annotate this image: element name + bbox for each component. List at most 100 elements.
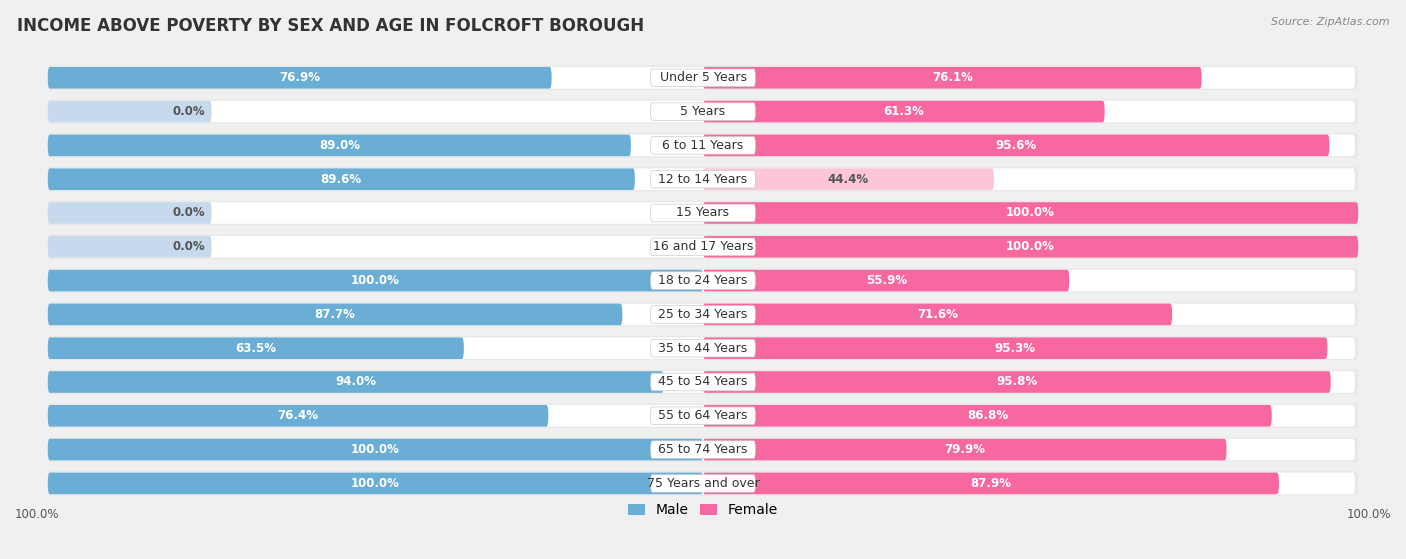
Text: 16 and 17 Years: 16 and 17 Years bbox=[652, 240, 754, 253]
FancyBboxPatch shape bbox=[51, 304, 1355, 325]
Text: 0.0%: 0.0% bbox=[173, 206, 205, 220]
FancyBboxPatch shape bbox=[651, 170, 755, 188]
FancyBboxPatch shape bbox=[651, 204, 755, 222]
Text: 100.0%: 100.0% bbox=[352, 477, 399, 490]
FancyBboxPatch shape bbox=[651, 272, 755, 290]
FancyBboxPatch shape bbox=[703, 202, 1358, 224]
FancyBboxPatch shape bbox=[48, 304, 623, 325]
FancyBboxPatch shape bbox=[48, 439, 703, 461]
FancyBboxPatch shape bbox=[651, 103, 755, 120]
Text: 75 Years and over: 75 Years and over bbox=[647, 477, 759, 490]
FancyBboxPatch shape bbox=[48, 67, 551, 89]
Text: 6 to 11 Years: 6 to 11 Years bbox=[662, 139, 744, 152]
FancyBboxPatch shape bbox=[48, 438, 1358, 462]
Text: 55 to 64 Years: 55 to 64 Years bbox=[658, 409, 748, 422]
FancyBboxPatch shape bbox=[48, 405, 548, 427]
Text: 25 to 34 Years: 25 to 34 Years bbox=[658, 308, 748, 321]
Text: 63.5%: 63.5% bbox=[235, 342, 277, 355]
FancyBboxPatch shape bbox=[48, 268, 1358, 293]
FancyBboxPatch shape bbox=[651, 306, 755, 323]
FancyBboxPatch shape bbox=[51, 270, 1355, 291]
FancyBboxPatch shape bbox=[48, 471, 1358, 496]
Text: 87.7%: 87.7% bbox=[315, 308, 356, 321]
Text: Under 5 Years: Under 5 Years bbox=[659, 72, 747, 84]
FancyBboxPatch shape bbox=[51, 135, 1355, 156]
Text: 71.6%: 71.6% bbox=[917, 308, 957, 321]
FancyBboxPatch shape bbox=[48, 472, 703, 494]
Text: 94.0%: 94.0% bbox=[335, 376, 377, 389]
Legend: Male, Female: Male, Female bbox=[623, 498, 783, 523]
FancyBboxPatch shape bbox=[703, 472, 1279, 494]
FancyBboxPatch shape bbox=[703, 270, 1070, 291]
FancyBboxPatch shape bbox=[48, 236, 211, 258]
Text: 55.9%: 55.9% bbox=[866, 274, 907, 287]
Text: 0.0%: 0.0% bbox=[173, 240, 205, 253]
Text: 100.0%: 100.0% bbox=[352, 443, 399, 456]
FancyBboxPatch shape bbox=[48, 235, 1358, 259]
FancyBboxPatch shape bbox=[51, 101, 1355, 122]
Text: 18 to 24 Years: 18 to 24 Years bbox=[658, 274, 748, 287]
FancyBboxPatch shape bbox=[48, 371, 664, 393]
Text: 61.3%: 61.3% bbox=[883, 105, 924, 118]
FancyBboxPatch shape bbox=[651, 69, 755, 87]
FancyBboxPatch shape bbox=[703, 168, 994, 190]
FancyBboxPatch shape bbox=[48, 133, 1358, 158]
FancyBboxPatch shape bbox=[651, 136, 755, 154]
FancyBboxPatch shape bbox=[703, 67, 1202, 89]
Text: 89.6%: 89.6% bbox=[321, 173, 361, 186]
FancyBboxPatch shape bbox=[48, 336, 1358, 361]
Text: 79.9%: 79.9% bbox=[945, 443, 986, 456]
FancyBboxPatch shape bbox=[51, 67, 1355, 89]
FancyBboxPatch shape bbox=[651, 339, 755, 357]
Text: 100.0%: 100.0% bbox=[1007, 206, 1054, 220]
Text: 44.4%: 44.4% bbox=[828, 173, 869, 186]
FancyBboxPatch shape bbox=[51, 439, 1355, 461]
Text: 95.3%: 95.3% bbox=[994, 342, 1036, 355]
Text: 0.0%: 0.0% bbox=[173, 105, 205, 118]
FancyBboxPatch shape bbox=[48, 270, 703, 291]
FancyBboxPatch shape bbox=[51, 405, 1355, 427]
FancyBboxPatch shape bbox=[51, 338, 1355, 359]
FancyBboxPatch shape bbox=[703, 135, 1330, 156]
Text: INCOME ABOVE POVERTY BY SEX AND AGE IN FOLCROFT BOROUGH: INCOME ABOVE POVERTY BY SEX AND AGE IN F… bbox=[17, 17, 644, 35]
FancyBboxPatch shape bbox=[703, 371, 1330, 393]
Text: 86.8%: 86.8% bbox=[967, 409, 1008, 422]
Text: 87.9%: 87.9% bbox=[970, 477, 1011, 490]
FancyBboxPatch shape bbox=[48, 370, 1358, 394]
Text: 35 to 44 Years: 35 to 44 Years bbox=[658, 342, 748, 355]
FancyBboxPatch shape bbox=[48, 202, 211, 224]
FancyBboxPatch shape bbox=[48, 135, 631, 156]
FancyBboxPatch shape bbox=[703, 304, 1173, 325]
FancyBboxPatch shape bbox=[651, 407, 755, 425]
Text: 76.1%: 76.1% bbox=[932, 72, 973, 84]
FancyBboxPatch shape bbox=[703, 439, 1226, 461]
FancyBboxPatch shape bbox=[703, 405, 1272, 427]
Text: 100.0%: 100.0% bbox=[1347, 508, 1391, 521]
FancyBboxPatch shape bbox=[651, 373, 755, 391]
Text: 76.9%: 76.9% bbox=[280, 72, 321, 84]
FancyBboxPatch shape bbox=[51, 472, 1355, 494]
Text: 15 Years: 15 Years bbox=[676, 206, 730, 220]
FancyBboxPatch shape bbox=[51, 371, 1355, 393]
FancyBboxPatch shape bbox=[651, 441, 755, 458]
FancyBboxPatch shape bbox=[703, 338, 1327, 359]
Text: 12 to 14 Years: 12 to 14 Years bbox=[658, 173, 748, 186]
Text: 65 to 74 Years: 65 to 74 Years bbox=[658, 443, 748, 456]
FancyBboxPatch shape bbox=[651, 475, 755, 492]
FancyBboxPatch shape bbox=[651, 238, 755, 255]
Text: 76.4%: 76.4% bbox=[277, 409, 319, 422]
FancyBboxPatch shape bbox=[51, 236, 1355, 258]
FancyBboxPatch shape bbox=[48, 167, 1358, 191]
FancyBboxPatch shape bbox=[48, 101, 211, 122]
FancyBboxPatch shape bbox=[48, 302, 1358, 326]
Text: 100.0%: 100.0% bbox=[352, 274, 399, 287]
FancyBboxPatch shape bbox=[48, 404, 1358, 428]
FancyBboxPatch shape bbox=[51, 168, 1355, 190]
FancyBboxPatch shape bbox=[48, 100, 1358, 124]
FancyBboxPatch shape bbox=[48, 65, 1358, 90]
FancyBboxPatch shape bbox=[48, 168, 636, 190]
Text: Source: ZipAtlas.com: Source: ZipAtlas.com bbox=[1271, 17, 1389, 27]
Text: 95.8%: 95.8% bbox=[997, 376, 1038, 389]
Text: 89.0%: 89.0% bbox=[319, 139, 360, 152]
FancyBboxPatch shape bbox=[51, 202, 1355, 224]
